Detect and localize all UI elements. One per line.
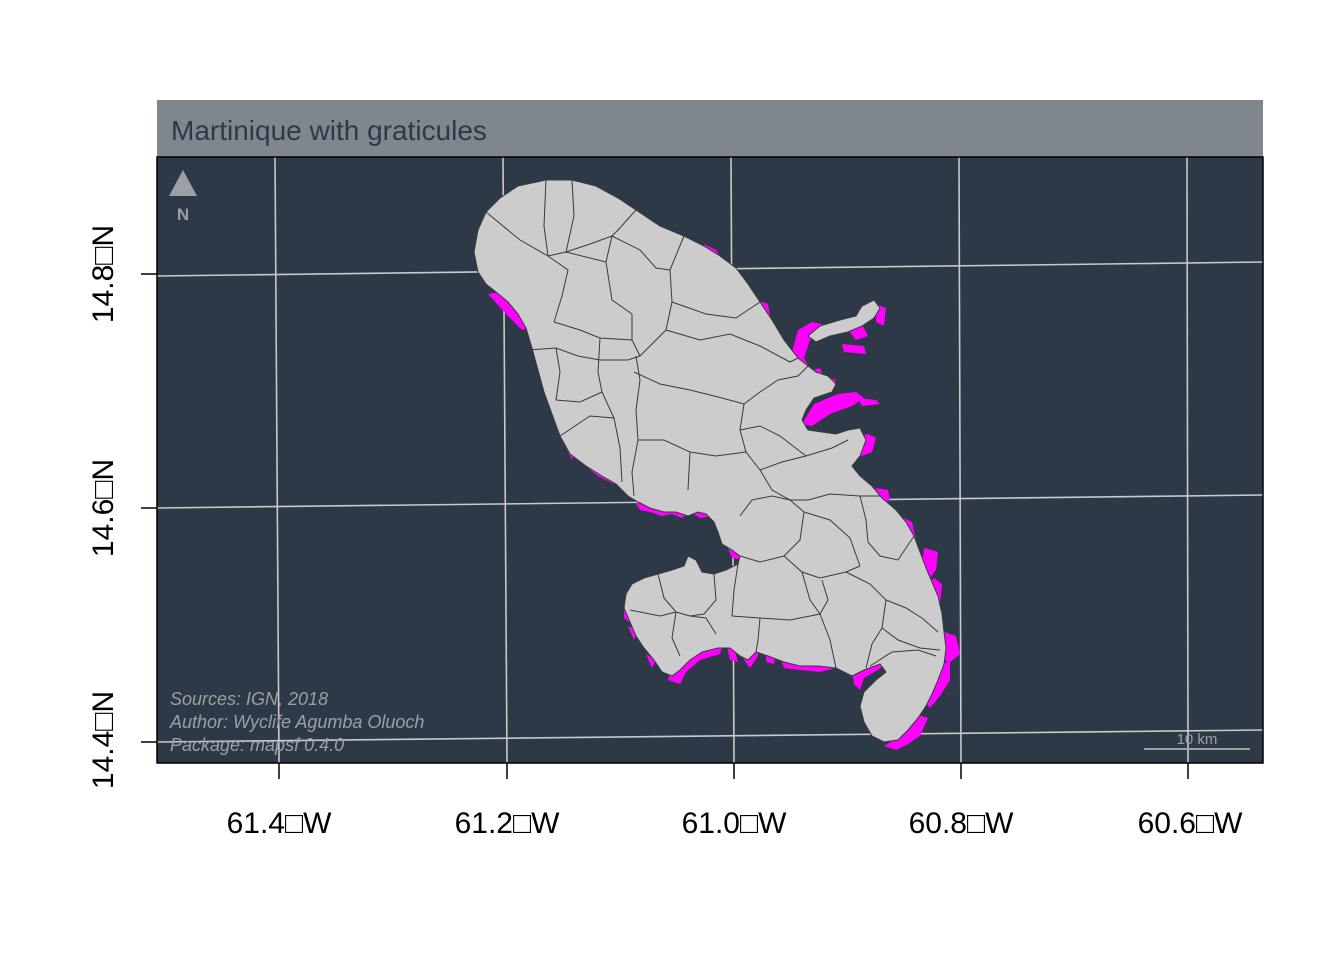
coral-reef-se-1 — [942, 632, 960, 664]
x-tick-label: 61.4□W — [227, 807, 333, 840]
y-tick-label: 14.6□N — [87, 459, 120, 557]
meridian-61.4W — [274, 157, 280, 763]
x-tick-label: 61.2□W — [455, 807, 561, 840]
north-arrow-label: N — [177, 205, 189, 224]
x-tick-label: 60.8□W — [909, 807, 1015, 840]
coral-reef-s-7 — [646, 654, 656, 668]
coral-reef-caravelle-3 — [842, 344, 866, 354]
meridian-60.8W — [958, 157, 962, 763]
commune-boundaries — [485, 179, 941, 669]
parallel-14.4N — [157, 729, 1263, 743]
coral-reef-s-6 — [668, 642, 724, 684]
title-bar — [157, 100, 1263, 157]
credit-author: Author: Wyclife Agumba Oluoch — [169, 712, 424, 732]
x-tick-label: 61.0□W — [682, 807, 788, 840]
map-title: Martinique with graticules — [171, 115, 487, 146]
y-tick-label: 14.8□N — [87, 225, 120, 323]
y-tick-label: 14.4□N — [87, 691, 120, 789]
axis-ticks — [141, 273, 1189, 779]
coral-reef-nw — [488, 292, 530, 330]
north-arrow-icon — [169, 170, 197, 196]
scale-bar: 10 km — [1144, 731, 1250, 750]
north-arrow: N — [169, 170, 197, 224]
coral-reef-e-3 — [802, 392, 864, 426]
martinique-island — [473, 179, 947, 743]
credit-sources: Sources: IGN, 2018 — [170, 689, 328, 709]
map-frame — [156, 156, 1264, 764]
meridian-60.6W — [1186, 157, 1189, 763]
coral-reef-e-4 — [858, 398, 880, 406]
x-tick-label: 60.6□W — [1138, 807, 1244, 840]
credit-package: Package: mapsf 0.4.0 — [170, 735, 344, 755]
scale-bar-label: 10 km — [1177, 731, 1218, 748]
